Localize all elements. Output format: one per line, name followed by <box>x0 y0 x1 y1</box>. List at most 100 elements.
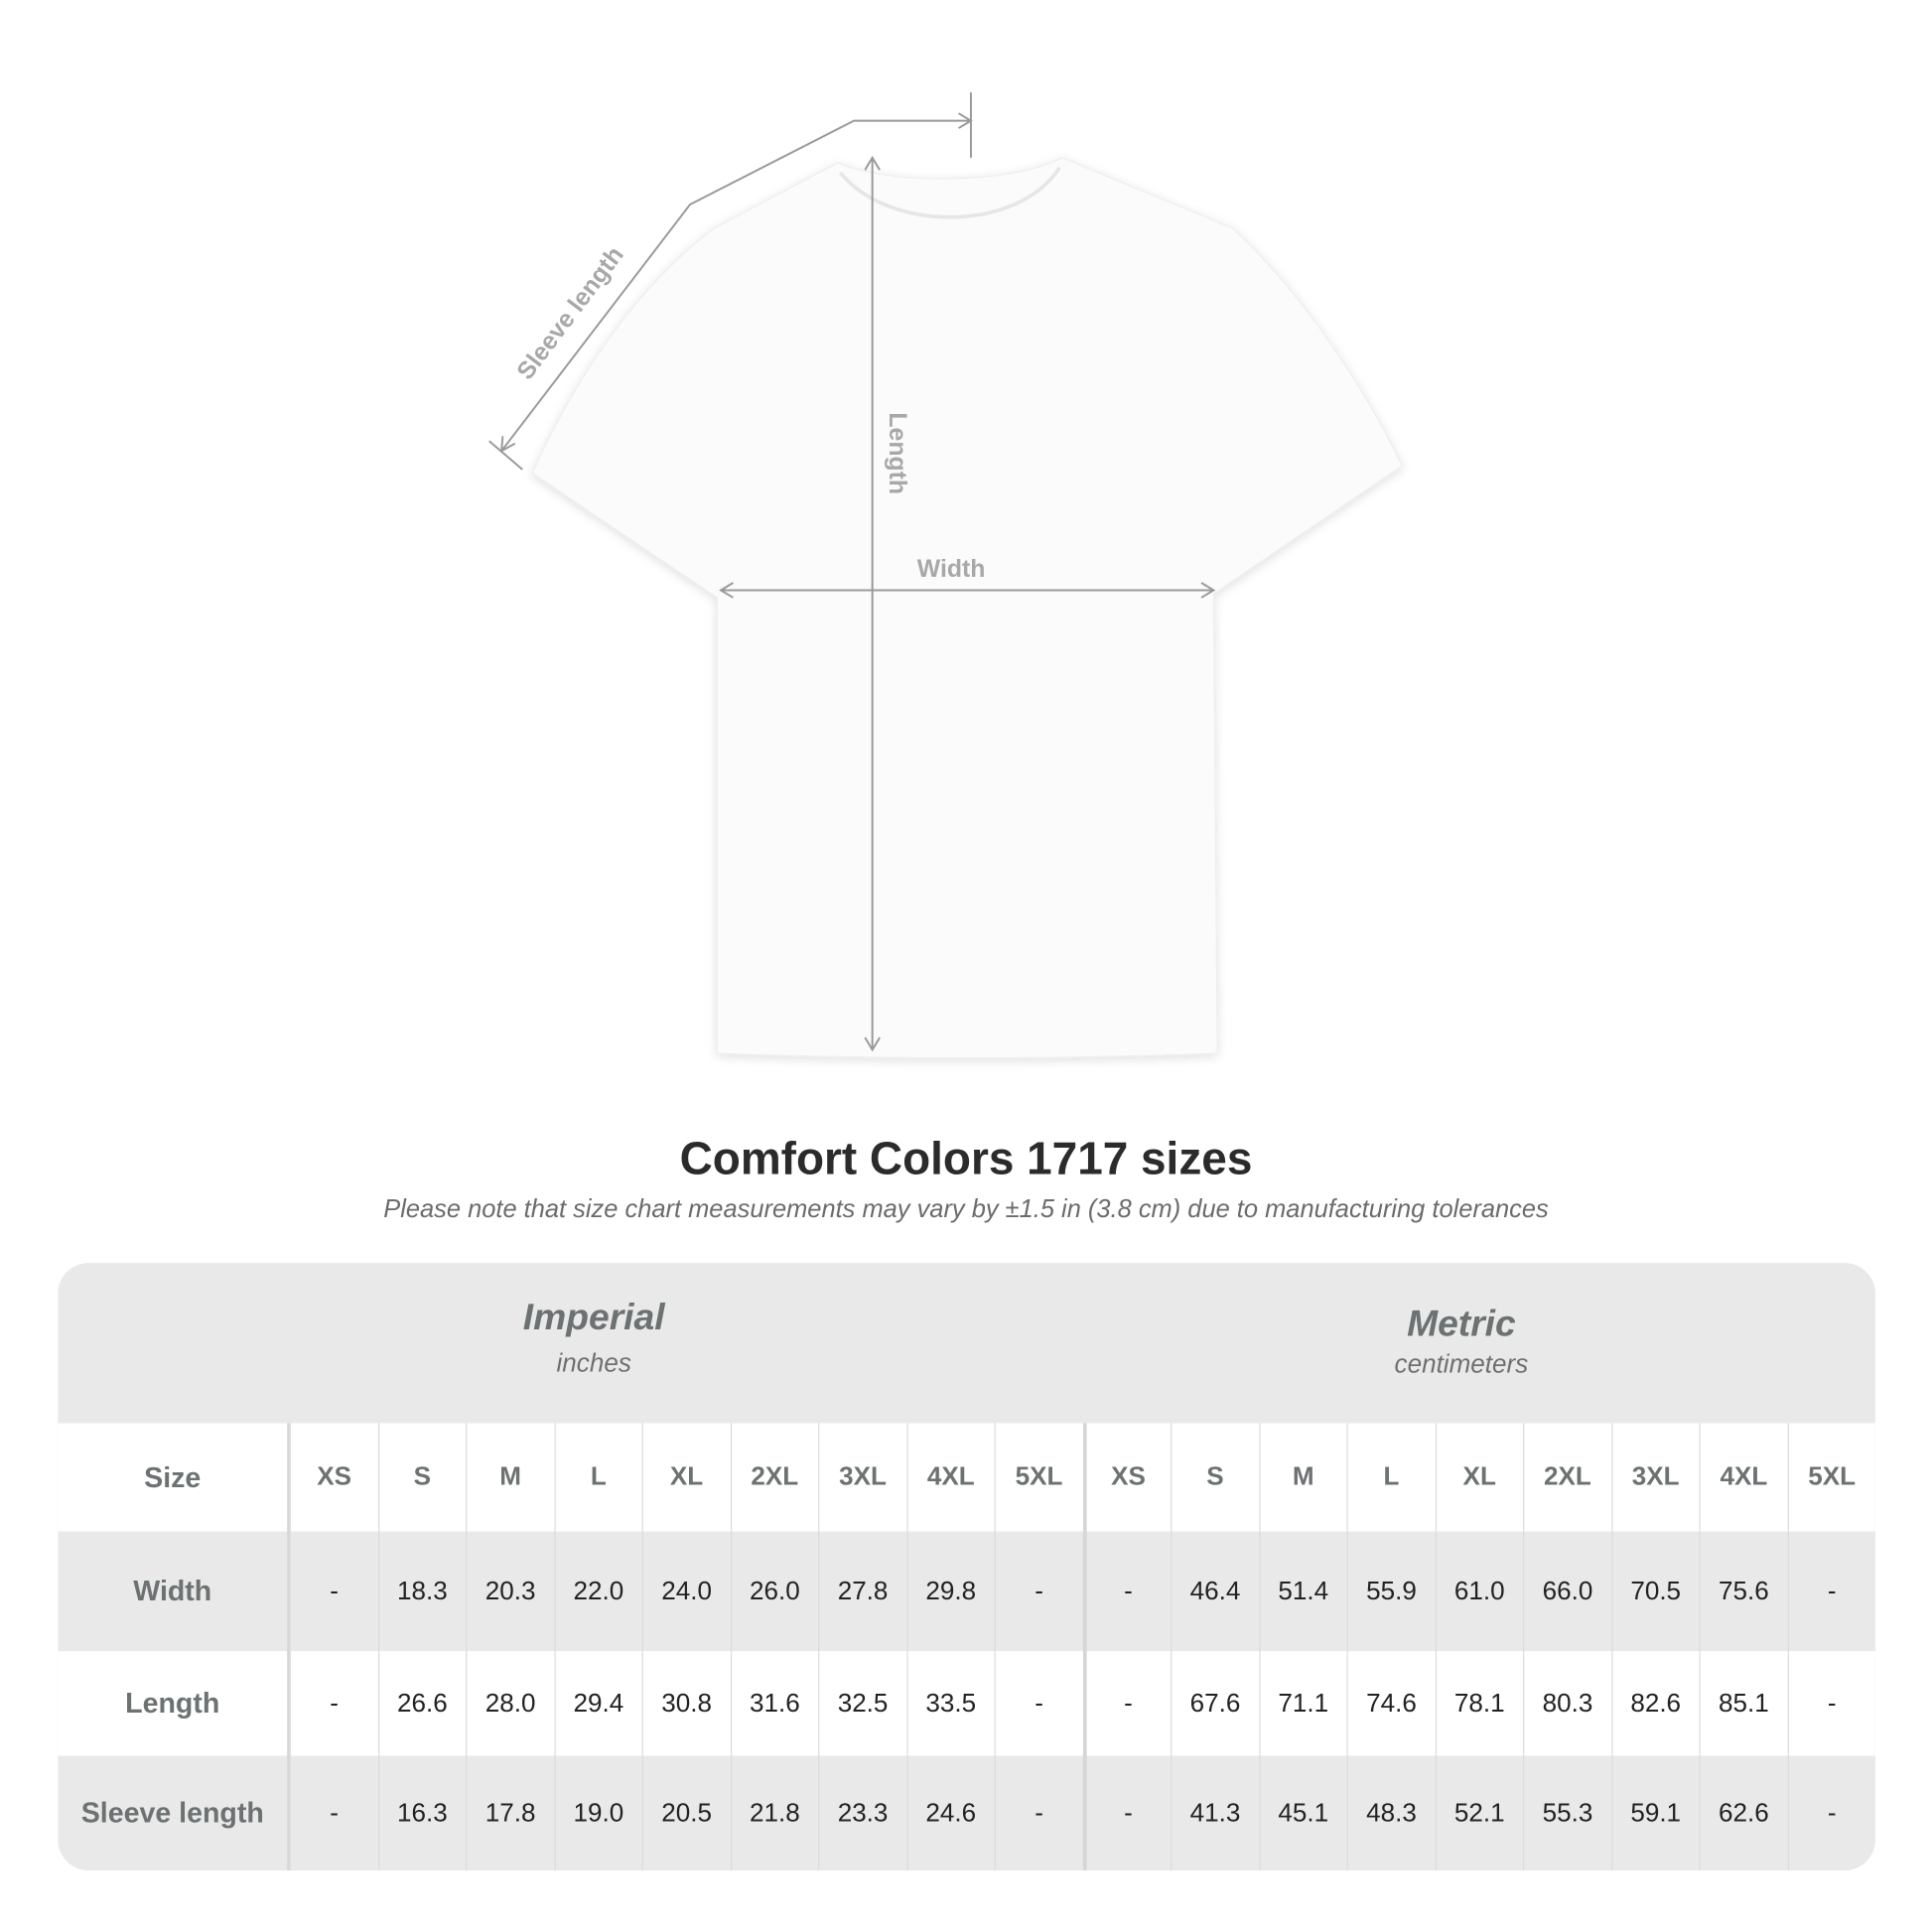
imperial-size-m: M <box>466 1423 554 1532</box>
imperial-size-s: S <box>377 1423 466 1532</box>
imperial-value-cell: 33.5 <box>905 1651 995 1756</box>
metric-size-m: M <box>1258 1423 1347 1532</box>
metric-value-cell: 62.6 <box>1699 1755 1787 1870</box>
metric-value-cell: 66.0 <box>1522 1531 1611 1652</box>
imperial-value-cell: - <box>289 1531 378 1652</box>
size-table: Imperial inches Metric centimeters Size X… <box>58 1263 1875 1870</box>
imperial-value-cell: 26.6 <box>377 1651 466 1756</box>
imperial-size-xs: XS <box>289 1423 378 1532</box>
imperial-value-cell: - <box>994 1651 1083 1756</box>
imperial-size-2xl: 2XL <box>730 1423 818 1532</box>
tick-mark <box>488 440 523 471</box>
imperial-value-cell: - <box>994 1531 1083 1652</box>
metric-unit: centimeters <box>1394 1350 1529 1379</box>
metric-value-cell: 82.6 <box>1610 1651 1700 1756</box>
tolerance-note: Please note that size chart measurements… <box>383 1194 1549 1224</box>
imperial-value-cell: 27.8 <box>818 1531 906 1652</box>
metric-value-cell: 67.6 <box>1171 1651 1259 1756</box>
row-label: Width <box>58 1531 290 1652</box>
imperial-size-5xl: 5XL <box>994 1423 1083 1532</box>
tshirt-image <box>531 157 1404 1059</box>
imperial-value-cell: 21.8 <box>730 1755 818 1870</box>
sleeve-length-arrow <box>500 119 971 452</box>
imperial-value-cell: - <box>289 1651 378 1756</box>
metric-value-cell: 46.4 <box>1171 1531 1259 1652</box>
length-label: Length <box>884 412 910 494</box>
size-header-row: Size XS S M L XL 2XL 3XL 4XL 5XL XS S M L XL 2XL 3XL 4XL 5… <box>58 1423 1875 1532</box>
imperial-label: Imperial <box>522 1297 665 1338</box>
row-label: Sleeve length <box>58 1755 290 1870</box>
metric-value-cell: 80.3 <box>1522 1651 1611 1756</box>
metric-value-cell: 61.0 <box>1435 1531 1523 1652</box>
metric-size-xs: XS <box>1082 1423 1171 1532</box>
imperial-size-4xl: 4XL <box>905 1423 995 1532</box>
metric-label: Metric <box>1407 1304 1516 1345</box>
metric-size-2xl: 2XL <box>1522 1423 1611 1532</box>
metric-value-cell: 45.1 <box>1258 1755 1347 1870</box>
imperial-value-cell: 23.3 <box>818 1755 906 1870</box>
size-header-label: Size <box>58 1423 290 1532</box>
metric-size-4xl: 4XL <box>1699 1423 1787 1532</box>
imperial-value-cell: 24.0 <box>641 1531 731 1652</box>
imperial-value-cell: 29.8 <box>905 1531 995 1652</box>
metric-size-5xl: 5XL <box>1787 1423 1875 1532</box>
imperial-value-cell: 31.6 <box>730 1651 818 1756</box>
metric-value-cell: - <box>1082 1755 1171 1870</box>
table-row-length: Length -26.6 28.0 29.4 30.8 31.6 32.5 33.5- -67.… <box>58 1651 1875 1756</box>
imperial-value-cell: 19.0 <box>553 1755 642 1870</box>
metric-value-cell: 71.1 <box>1258 1651 1347 1756</box>
metric-value-cell: 51.4 <box>1258 1531 1347 1652</box>
imperial-value-cell: 32.5 <box>818 1651 906 1756</box>
metric-value-cell: - <box>1082 1531 1171 1652</box>
arrowhead-icon <box>719 582 1216 599</box>
chart-title: Comfort Colors 1717 sizes <box>679 1133 1253 1184</box>
metric-value-cell: 52.1 <box>1435 1755 1523 1870</box>
imperial-unit: inches <box>556 1348 631 1378</box>
imperial-value-cell: 24.6 <box>905 1755 995 1870</box>
imperial-group-header: Imperial inches <box>286 1298 902 1379</box>
imperial-size-3xl: 3XL <box>818 1423 906 1532</box>
metric-value-cell: - <box>1082 1651 1171 1756</box>
metric-size-s: S <box>1171 1423 1259 1532</box>
metric-value-cell: - <box>1787 1651 1875 1756</box>
table-row-sleeve-length: Sleeve length -16.3 17.8 19.0 20.5 21.8 23.3 24… <box>58 1755 1875 1870</box>
imperial-value-cell: - <box>289 1755 378 1870</box>
imperial-value-cell: 26.0 <box>730 1531 818 1652</box>
imperial-value-cell: - <box>994 1755 1083 1870</box>
width-label: Width <box>917 556 986 583</box>
metric-value-cell: 55.9 <box>1346 1531 1435 1652</box>
metric-value-cell: 41.3 <box>1171 1755 1259 1870</box>
tshirt-diagram: Sleeve length Length Width <box>488 92 1404 1059</box>
metric-value-cell: 74.6 <box>1346 1651 1435 1756</box>
imperial-value-cell: 17.8 <box>466 1755 554 1870</box>
imperial-value-cell: 20.3 <box>466 1531 554 1652</box>
imperial-value-cell: 30.8 <box>641 1651 731 1756</box>
metric-value-cell: 75.6 <box>1699 1531 1787 1652</box>
imperial-value-cell: 16.3 <box>377 1755 466 1870</box>
unit-header: Imperial inches Metric centimeters <box>58 1263 1875 1424</box>
metric-size-xl: XL <box>1435 1423 1523 1532</box>
table-row-width: Width -18.3 20.3 22.0 24.0 26.0 27.8 29.8- -46.4… <box>58 1531 1875 1652</box>
metric-value-cell: 55.3 <box>1522 1755 1611 1870</box>
metric-value-cell: 85.1 <box>1699 1651 1787 1756</box>
metric-value-cell: - <box>1787 1755 1875 1870</box>
metric-value-cell: 59.1 <box>1610 1755 1700 1870</box>
metric-size-3xl: 3XL <box>1610 1423 1700 1532</box>
imperial-value-cell: 28.0 <box>466 1651 554 1756</box>
metric-value-cell: 70.5 <box>1610 1531 1700 1652</box>
metric-group-header: Metric centimeters <box>1154 1304 1770 1380</box>
imperial-value-cell: 29.4 <box>553 1651 642 1756</box>
imperial-size-xl: XL <box>641 1423 731 1532</box>
metric-value-cell: 78.1 <box>1435 1651 1523 1756</box>
imperial-value-cell: 22.0 <box>553 1531 642 1652</box>
imperial-value-cell: 20.5 <box>641 1755 731 1870</box>
imperial-value-cell: 18.3 <box>377 1531 466 1652</box>
arrowhead-icon <box>864 155 881 1052</box>
imperial-size-l: L <box>553 1423 642 1532</box>
metric-value-cell: 48.3 <box>1346 1755 1435 1870</box>
collar <box>838 166 1061 219</box>
row-label: Length <box>58 1651 290 1756</box>
metric-value-cell: - <box>1787 1531 1875 1652</box>
metric-size-l: L <box>1346 1423 1435 1532</box>
